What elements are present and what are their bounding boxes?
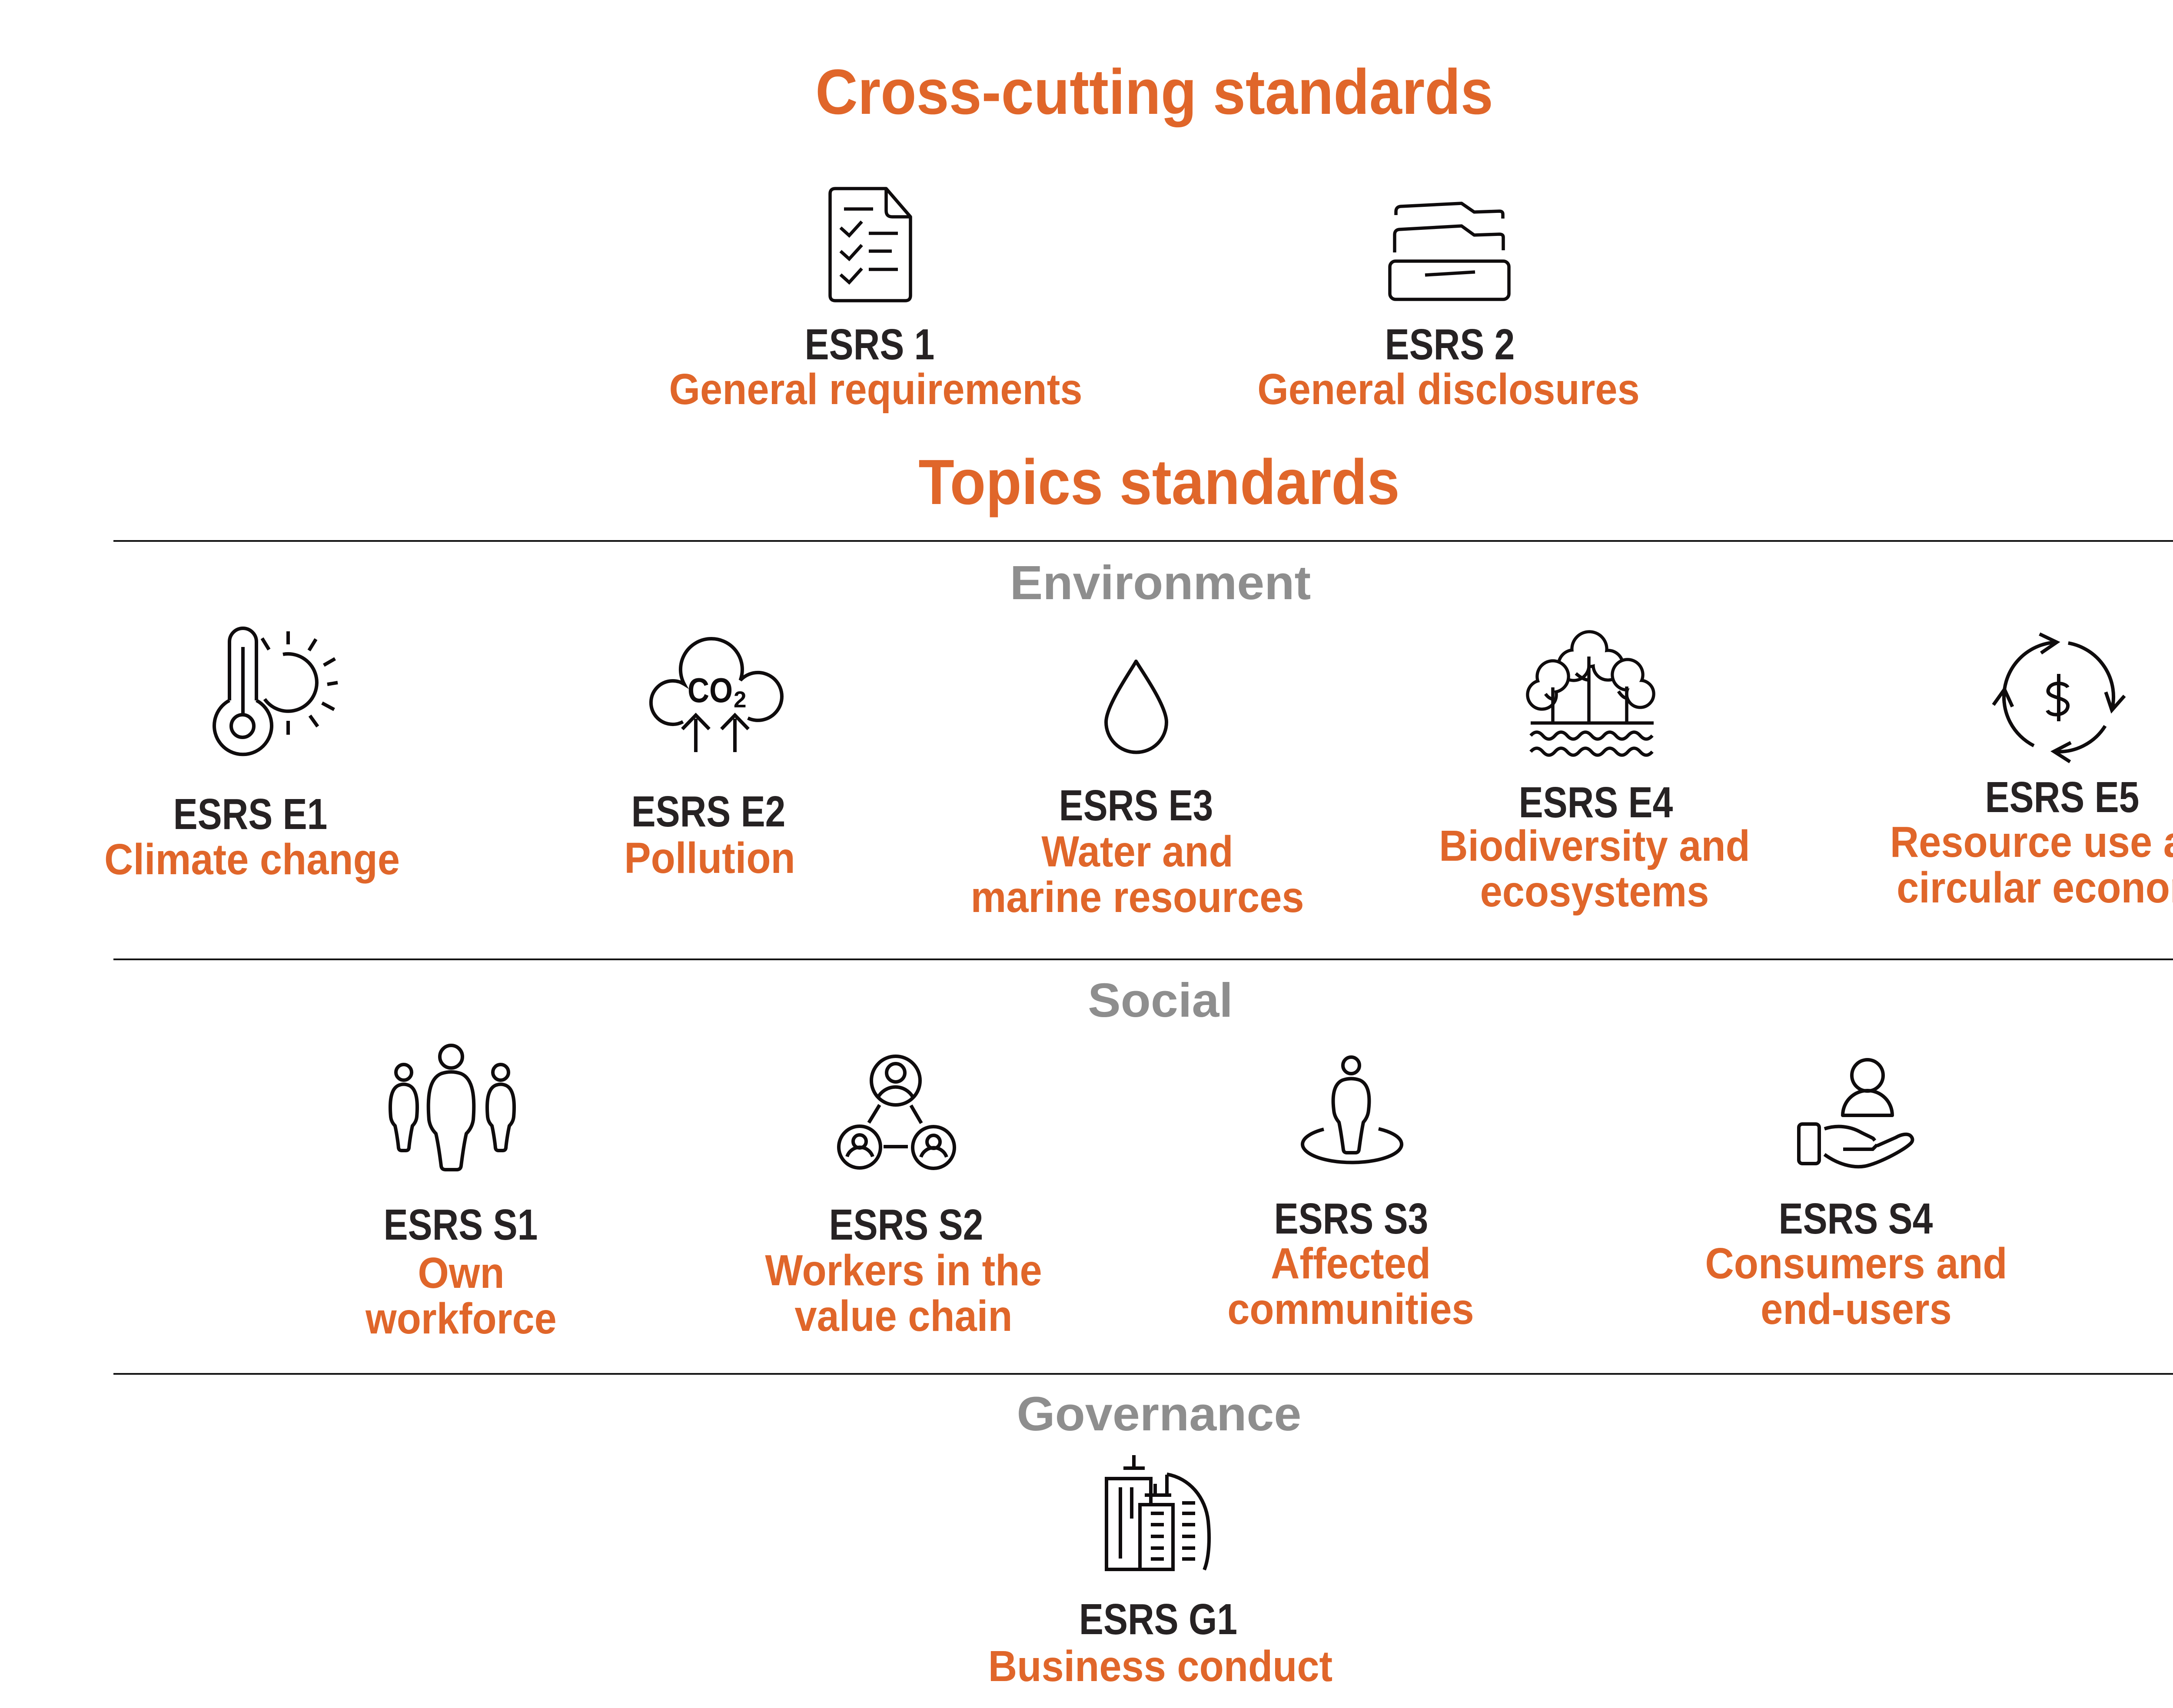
svg-text:2: 2 bbox=[734, 687, 746, 713]
svg-text:CO: CO bbox=[688, 671, 733, 710]
